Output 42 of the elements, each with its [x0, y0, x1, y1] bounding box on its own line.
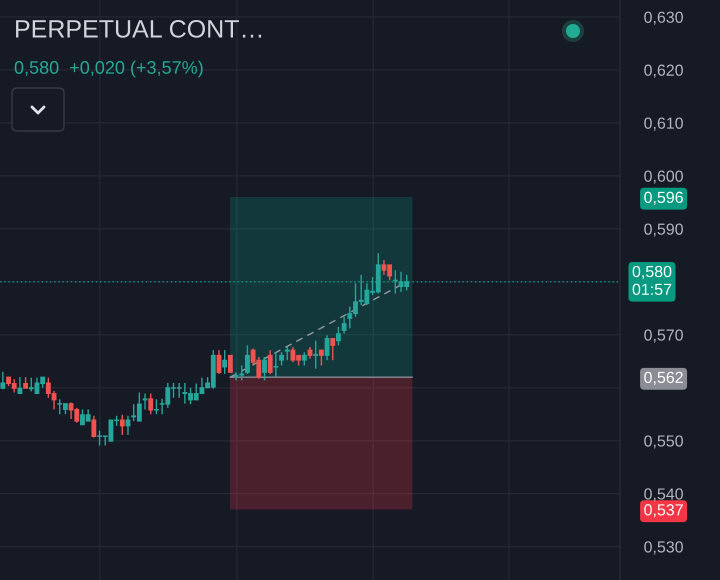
y-tick-label: 0,562	[644, 372, 683, 385]
y-tick-label: 0,570	[644, 329, 683, 343]
candlestick	[284, 346, 290, 361]
candlestick	[330, 338, 336, 361]
candlestick	[245, 344, 250, 375]
candlestick	[216, 349, 222, 375]
candlestick	[148, 392, 154, 415]
candlestick	[262, 356, 267, 382]
y-tick-label: 0,610	[644, 118, 683, 131]
annotation: 0,580 +0,020 (+3,57%)	[14, 60, 203, 78]
y-tick-label: 0,540	[644, 488, 683, 502]
y-tick-label: 0,530	[644, 541, 683, 554]
ref-line-label: 0,580 01:57	[632, 266, 672, 295]
y-tick-label: 0,596	[644, 192, 683, 205]
candlestick	[308, 346, 312, 360]
candlestick	[342, 316, 347, 334]
candlestick	[318, 349, 324, 366]
candlestick	[313, 340, 318, 370]
candlestick	[273, 352, 278, 378]
candlestick	[0, 371, 6, 390]
text: PERPETUAL CONT…	[16, 20, 262, 38]
y-tick-label: 0,630	[644, 12, 683, 25]
y-tick-label: 0,620	[644, 64, 683, 78]
candlestick	[268, 349, 273, 375]
candlestick	[336, 326, 341, 346]
y-tick-label: 0,590	[644, 223, 683, 237]
candlestick	[392, 269, 398, 294]
candlestick	[228, 354, 233, 373]
candlestick	[279, 352, 284, 366]
y-tick-label: 0,600	[644, 170, 683, 184]
candlestick	[302, 352, 307, 366]
candlestick	[154, 398, 159, 415]
y-tick-label: 0,550	[644, 435, 683, 449]
candlestick	[17, 376, 22, 394]
y-tick-label: 0,537	[644, 504, 683, 518]
candlestick	[126, 415, 130, 436]
candlestick	[91, 415, 96, 438]
candlestick	[222, 349, 228, 375]
candlestick	[324, 334, 330, 361]
candlestick	[120, 414, 125, 436]
candlestick	[23, 376, 28, 389]
candlestick	[142, 392, 148, 410]
